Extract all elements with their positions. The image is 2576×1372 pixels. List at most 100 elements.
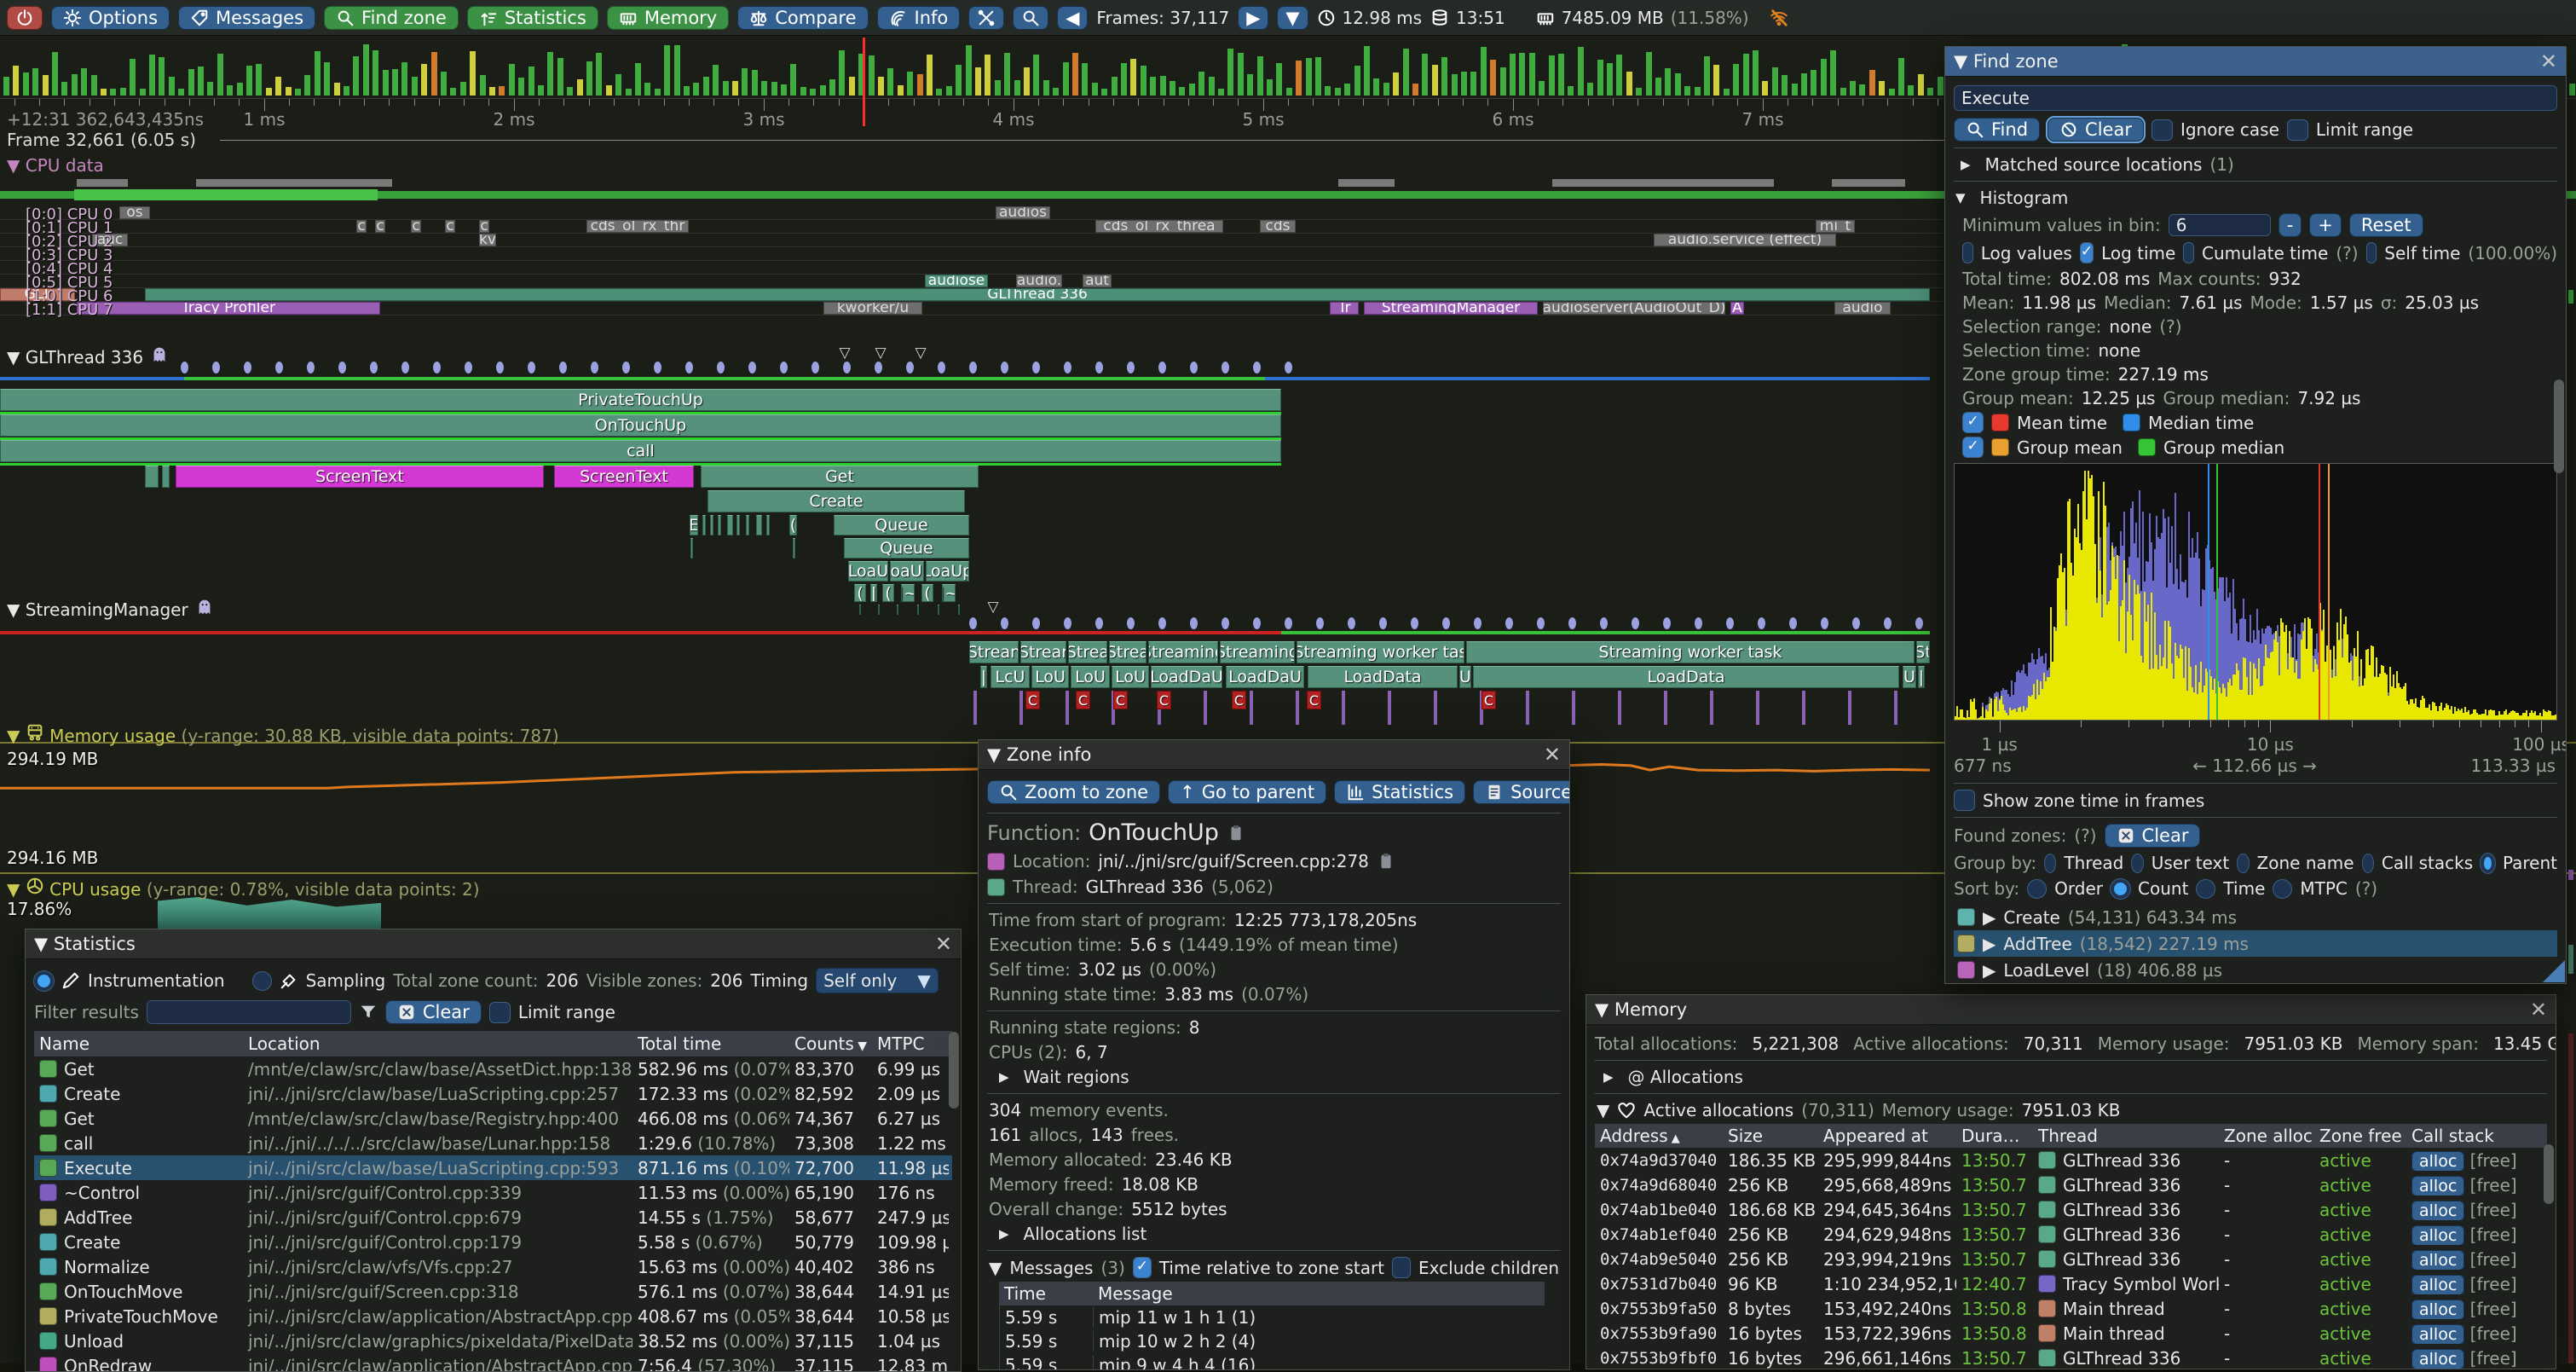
frame-bar[interactable] bbox=[110, 89, 116, 96]
zone-bar[interactable]: Create bbox=[708, 490, 965, 512]
zone-bar[interactable]: LoU bbox=[1071, 666, 1110, 688]
column-header-appeared-at[interactable]: Appeared at bbox=[1818, 1126, 1956, 1146]
frame-bar[interactable] bbox=[936, 89, 942, 96]
filter-input[interactable] bbox=[147, 1000, 351, 1024]
frame-bar[interactable] bbox=[1801, 73, 1807, 96]
message-dot[interactable] bbox=[843, 362, 851, 373]
frame-bar[interactable] bbox=[917, 74, 923, 96]
frame-bar[interactable] bbox=[1461, 72, 1467, 96]
frame-bar[interactable] bbox=[266, 88, 272, 96]
frame-bar[interactable] bbox=[1529, 53, 1535, 96]
frame-bar[interactable] bbox=[1092, 83, 1098, 96]
min-bin-input[interactable] bbox=[2169, 214, 2271, 236]
frame-bar[interactable] bbox=[1373, 78, 1379, 96]
reset-button[interactable]: Reset bbox=[2349, 213, 2423, 237]
message-dot[interactable] bbox=[717, 362, 725, 373]
frame-bar[interactable] bbox=[1209, 77, 1215, 96]
cpu-fragment[interactable]: cds_ol_rx_threa bbox=[1095, 220, 1223, 233]
message-dot[interactable] bbox=[811, 362, 819, 373]
frame-bar[interactable] bbox=[1150, 77, 1156, 96]
frame-bar[interactable] bbox=[140, 89, 146, 96]
message-dot[interactable] bbox=[1127, 362, 1135, 373]
frame-bar[interactable] bbox=[509, 64, 515, 96]
frame-bar[interactable] bbox=[1626, 72, 1632, 96]
frame-bar[interactable] bbox=[907, 72, 913, 96]
message-dot[interactable] bbox=[780, 362, 788, 373]
frame-bar[interactable] bbox=[966, 45, 972, 96]
column-header-counts[interactable]: Counts ▼ bbox=[789, 1033, 872, 1054]
frame-bar[interactable] bbox=[256, 64, 262, 96]
message-dot[interactable] bbox=[1001, 617, 1008, 629]
frame-bar[interactable] bbox=[927, 55, 933, 96]
frame-bar[interactable] bbox=[1267, 79, 1273, 96]
message-dot[interactable] bbox=[1663, 617, 1671, 629]
zone-bar[interactable]: Queue bbox=[844, 538, 969, 559]
limit-range-checkbox[interactable] bbox=[2287, 119, 2308, 141]
message-dot[interactable] bbox=[528, 362, 535, 373]
frame-bar[interactable] bbox=[1500, 67, 1506, 96]
message-dot[interactable] bbox=[1821, 617, 1828, 629]
message-dot[interactable] bbox=[1442, 617, 1450, 629]
zone-bar[interactable]: LoU bbox=[1031, 666, 1069, 688]
alloc-callstack-button[interactable]: alloc bbox=[2411, 1349, 2464, 1369]
frame-bar[interactable] bbox=[81, 68, 87, 96]
message-dot[interactable] bbox=[1915, 617, 1923, 629]
found-clear-button[interactable]: Clear bbox=[2105, 824, 2201, 848]
frame-bar[interactable] bbox=[547, 52, 553, 96]
found-zone-row[interactable]: ▶Create(54,131) 643.34 ms bbox=[1954, 904, 2557, 930]
statistics-window-titlebar[interactable]: ▼ Statistics✕ bbox=[26, 929, 961, 959]
zone-bar[interactable] bbox=[145, 466, 159, 488]
collapsed-zone-marker[interactable]: ▽ bbox=[839, 344, 850, 362]
zone-bar[interactable]: ( bbox=[921, 584, 933, 602]
frame-bar[interactable] bbox=[383, 70, 389, 96]
frame-bar[interactable] bbox=[1733, 64, 1739, 96]
frame-bar[interactable] bbox=[1675, 73, 1681, 96]
collapsed-zone-marker[interactable]: ▽ bbox=[875, 344, 886, 362]
options-button[interactable]: Options bbox=[51, 6, 170, 30]
column-header-dura-[interactable]: Dura… bbox=[1956, 1126, 2033, 1146]
zone-bar[interactable]: Streaming bbox=[1220, 641, 1295, 663]
frame-bar[interactable] bbox=[1325, 86, 1331, 96]
frame-bar[interactable] bbox=[1306, 58, 1312, 96]
zone-bar[interactable] bbox=[162, 466, 170, 488]
sort-by-order[interactable] bbox=[2027, 879, 2047, 899]
clear-button[interactable]: Clear bbox=[2048, 118, 2144, 142]
frame-bar[interactable] bbox=[1762, 81, 1768, 96]
frame-bar[interactable] bbox=[615, 74, 621, 96]
zone-bar[interactable] bbox=[897, 605, 898, 615]
tree-node-histogram[interactable]: ▼Histogram bbox=[1955, 188, 2556, 208]
column-header-size[interactable]: Size bbox=[1723, 1126, 1818, 1146]
message-dot[interactable] bbox=[559, 362, 567, 373]
frame-bar[interactable] bbox=[43, 75, 49, 96]
zone-bar[interactable]: Streaming worker tas bbox=[1297, 641, 1464, 663]
cpu-fragment[interactable]: c bbox=[479, 220, 489, 233]
frame-bar[interactable] bbox=[1898, 58, 1904, 96]
zone-bar[interactable] bbox=[958, 605, 960, 615]
zone-bar[interactable]: LoadDaU bbox=[1226, 666, 1304, 688]
frame-bar[interactable] bbox=[1470, 72, 1476, 96]
frame-bar[interactable] bbox=[421, 64, 427, 96]
frame-bar[interactable] bbox=[334, 83, 340, 96]
frame-bar[interactable] bbox=[1938, 77, 1944, 96]
crash-zone-bar[interactable]: C bbox=[1307, 691, 1321, 709]
tree-node-allocations[interactable]: ▶@ Allocations bbox=[1603, 1067, 2545, 1087]
close-icon[interactable]: ✕ bbox=[935, 932, 952, 956]
message-dot[interactable] bbox=[622, 362, 630, 373]
frame-bar[interactable] bbox=[1422, 54, 1428, 96]
power-button[interactable] bbox=[7, 6, 43, 30]
zone-bar[interactable]: LcU bbox=[991, 666, 1030, 688]
compare-button[interactable]: Compare bbox=[737, 6, 868, 30]
frame-bar[interactable] bbox=[849, 77, 855, 96]
frame-bar[interactable] bbox=[703, 77, 709, 96]
zone-bar[interactable]: LoaU bbox=[848, 561, 888, 582]
timing-dropdown[interactable]: Self only▼ bbox=[816, 968, 939, 993]
